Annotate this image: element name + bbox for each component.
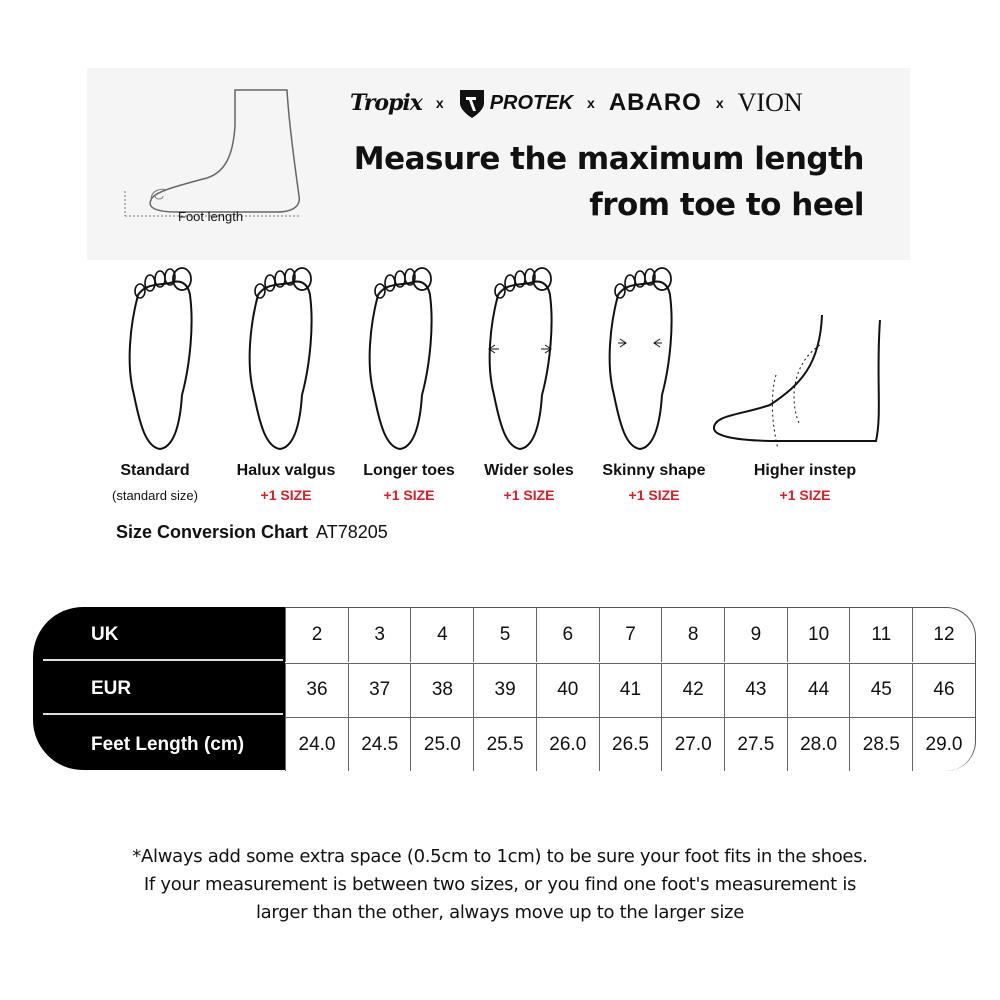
table-cell: 39: [473, 662, 537, 717]
vion-logo: VION: [737, 88, 803, 117]
side-foot-illustration: [124, 89, 301, 217]
foot-type-name: Longer toes: [363, 462, 455, 479]
shield-hammer-icon: [459, 90, 484, 118]
foot-type-name: Skinny shape: [602, 462, 706, 479]
separator: x: [587, 95, 595, 111]
table-cell: 3: [347, 608, 411, 662]
longer-toes-foot-icon: [368, 267, 433, 450]
tropix-logo: Tropix: [350, 90, 423, 116]
foot-length-label: Foot length: [178, 209, 244, 224]
table-cell: 40: [535, 662, 599, 717]
table-cell: 26.0: [535, 717, 599, 771]
table-cell: 25.0: [410, 717, 474, 771]
table-cell: 8: [661, 608, 724, 662]
row-header-uk: UK: [91, 624, 119, 645]
table-cell: 5: [473, 608, 536, 662]
foot-type-longer-toes: Longer toes +1 SIZE: [349, 462, 469, 503]
table-cell: 46: [912, 662, 975, 717]
brand-logos: Tropix x PROTEK x ABARO x VION: [350, 78, 870, 128]
headline-line: Measure the maximum length: [353, 141, 865, 177]
foot-type-higher-instep: Higher instep +1 SIZE: [740, 462, 870, 503]
foot-type-illustrations: [128, 267, 881, 450]
size-up-note: +1 SIZE: [779, 487, 831, 503]
table-cell: 2: [285, 608, 348, 662]
table-cell: 28.5: [849, 717, 913, 771]
table-cell: 28.0: [786, 717, 850, 771]
foot-type-name: Higher instep: [753, 462, 857, 479]
foot-type-note: (standard size): [112, 488, 198, 503]
footnote-line: If your measurement is between two sizes…: [143, 874, 857, 895]
table-cell: 27.0: [661, 717, 725, 771]
table-cell: 45: [849, 662, 913, 717]
table-cell: 7: [598, 608, 662, 662]
row-header-feet-length: Feet Length (cm): [91, 734, 245, 755]
divider: [43, 659, 283, 661]
foot-type-standard: Standard (standard size): [105, 462, 205, 503]
footnote-line: larger than the other, always move up to…: [255, 902, 744, 923]
separator: x: [435, 95, 444, 111]
table-cell: 41: [598, 662, 662, 717]
higher-instep-foot-icon: [713, 314, 881, 450]
divider: [43, 713, 283, 715]
table-cell: 38: [410, 662, 474, 717]
skinny-shape-foot-icon: [608, 267, 673, 450]
table-cell: 24.0: [285, 717, 348, 771]
size-up-note: +1 SIZE: [260, 487, 312, 503]
size-up-note: +1 SIZE: [628, 487, 680, 503]
table-cell: 25.5: [473, 717, 537, 771]
size-conversion-table: UK EUR Feet Length (cm) 2 3 4 5 6 7 8 9 10 11 12 36…: [33, 607, 976, 771]
table-cell: 24.5: [347, 717, 411, 771]
row-header-eur: EUR: [91, 678, 132, 699]
chart-title-text: Size Conversion Chart: [116, 522, 309, 542]
table-cell: 42: [661, 662, 725, 717]
headline: Measure the maximum length from toe to h…: [353, 136, 865, 228]
table-cell: 43: [723, 662, 787, 717]
table-cell: 27.5: [723, 717, 787, 771]
separator: x: [715, 95, 724, 111]
footnote-line: *Always add some extra space (0.5cm to 1…: [132, 846, 868, 867]
table-cell: 37: [347, 662, 411, 717]
narrow-arrows-icon: [618, 338, 662, 348]
table-cell: 29.0: [912, 717, 975, 771]
product-code: AT78205: [316, 522, 388, 542]
standard-foot-icon: [128, 267, 193, 450]
foot-type-wider-soles: Wider soles +1 SIZE: [469, 462, 589, 503]
protek-text: PROTEK: [489, 91, 574, 114]
table-cell: 36: [285, 662, 348, 717]
foot-type-skinny-shape: Skinny shape +1 SIZE: [589, 462, 719, 503]
headline-line: from toe to heel: [589, 187, 864, 223]
foot-type-name: Halux valgus: [236, 462, 336, 479]
table-cell: 4: [410, 608, 473, 662]
foot-type-name: Standard: [120, 462, 190, 479]
size-up-note: +1 SIZE: [383, 487, 435, 503]
table-cell: 26.5: [598, 717, 662, 771]
wider-soles-foot-icon: [488, 267, 553, 450]
table-cell: 11: [849, 608, 912, 662]
table-cell: 44: [786, 662, 850, 717]
halux-valgus-foot-icon: [248, 267, 313, 450]
size-up-note: +1 SIZE: [503, 487, 555, 503]
size-chart-title: Size Conversion Chart AT78205: [116, 522, 388, 543]
table-cell: 6: [535, 608, 599, 662]
abaro-logo: ABARO: [608, 89, 702, 116]
row-header-column: UK EUR Feet Length (cm): [33, 607, 285, 770]
table-cells: 2 3 4 5 6 7 8 9 10 11 12 36 37 38 39 40 41 42 43 44 45 46 24.0…: [285, 607, 976, 771]
footnote: *Always add some extra space (0.5cm to 1…: [0, 843, 1000, 927]
measure-banner: Foot length: [87, 68, 910, 260]
foot-type-halux-valgus: Halux valgus +1 SIZE: [226, 462, 346, 503]
foot-type-name: Wider soles: [484, 462, 574, 479]
table-cell: 9: [723, 608, 787, 662]
widen-arrows-icon: [488, 344, 552, 354]
table-cell: 12: [912, 608, 975, 662]
table-cell: 10: [786, 608, 850, 662]
protek-logo: PROTEK: [458, 87, 573, 119]
